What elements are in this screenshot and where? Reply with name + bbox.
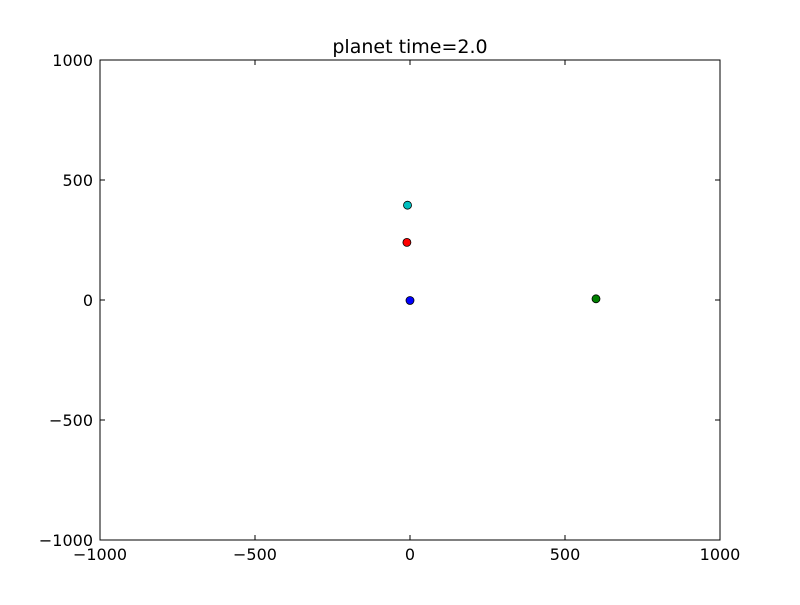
data-point [403,200,412,210]
y-tick-label: −1000 [39,531,93,550]
y-tick-label: 500 [62,171,93,190]
data-point [402,237,412,247]
x-tick-label: −1000 [73,545,127,564]
data-point [591,294,601,304]
x-tick-label: 1000 [700,545,741,564]
chart-title: planet time=2.0 [332,36,487,58]
y-tick-label: 1000 [52,51,93,70]
data-point [405,296,415,305]
x-tick-label: 0 [405,545,415,564]
y-tick-label: −500 [49,411,93,430]
x-tick-label: 500 [550,545,581,564]
plot-area: −1000 −500 0 500 1000 −1000 −500 0 500 1000 [39,51,740,564]
x-tick-label: −500 [233,545,277,564]
y-tick-label: 0 [83,291,93,310]
